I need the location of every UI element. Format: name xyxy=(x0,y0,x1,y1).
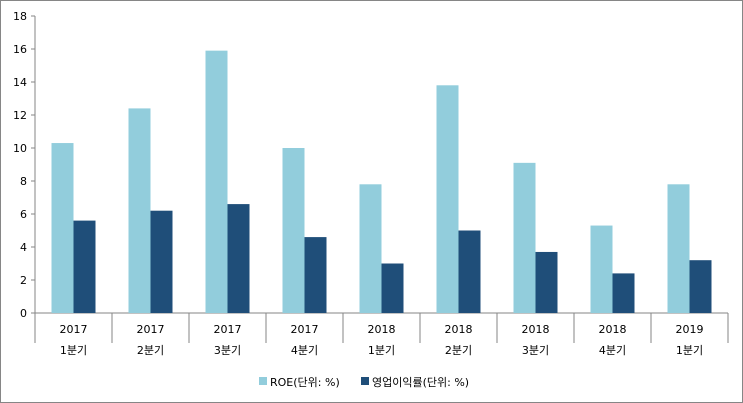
x-tick-label-year: 2017 xyxy=(137,323,165,336)
bar-operating-margin xyxy=(689,260,712,313)
y-tick-label: 0 xyxy=(20,307,27,320)
legend-swatch xyxy=(361,377,369,385)
x-tick-label-quarter: 3분기 xyxy=(214,344,241,357)
x-tick-label-year: 2018 xyxy=(522,323,550,336)
x-tick-label-year: 2019 xyxy=(676,323,704,336)
x-tick-label-quarter: 4분기 xyxy=(599,344,626,357)
x-tick-label-quarter: 2분기 xyxy=(137,344,164,357)
x-tick-label-year: 2017 xyxy=(214,323,242,336)
y-tick-label: 8 xyxy=(20,175,27,188)
x-tick-label-quarter: 3분기 xyxy=(522,344,549,357)
bar-roe xyxy=(282,148,305,313)
bar-roe xyxy=(359,184,382,313)
y-tick-label: 14 xyxy=(13,76,27,89)
legend-label: 영업이익률(단위: %) xyxy=(372,376,469,389)
x-tick-label-quarter: 1분기 xyxy=(60,344,87,357)
x-tick-label-year: 2018 xyxy=(445,323,473,336)
bar-operating-margin xyxy=(227,204,250,313)
y-tick-label: 10 xyxy=(13,142,27,155)
bar-roe xyxy=(667,184,690,313)
bar-roe xyxy=(590,225,613,313)
bar-roe xyxy=(436,85,459,313)
legend-label: ROE(단위: %) xyxy=(270,376,340,389)
y-tick-label: 16 xyxy=(13,43,27,56)
y-tick-label: 12 xyxy=(13,109,27,122)
y-tick-label: 6 xyxy=(20,208,27,221)
bar-operating-margin xyxy=(612,273,635,313)
bar-roe xyxy=(205,50,228,314)
y-tick-label: 2 xyxy=(20,274,27,287)
bar-operating-margin xyxy=(304,237,327,313)
bar-operating-margin xyxy=(381,263,404,313)
bar-roe xyxy=(513,162,536,313)
x-tick-label-year: 2017 xyxy=(60,323,88,336)
x-tick-label-year: 2018 xyxy=(599,323,627,336)
x-tick-label-year: 2018 xyxy=(368,323,396,336)
x-tick-label-quarter: 1분기 xyxy=(368,344,395,357)
x-tick-label-year: 2017 xyxy=(291,323,319,336)
bar-operating-margin xyxy=(535,251,558,313)
bar-operating-margin xyxy=(73,220,96,313)
bar-operating-margin xyxy=(150,210,173,313)
x-tick-label-quarter: 2분기 xyxy=(445,344,472,357)
bar-operating-margin xyxy=(458,230,481,313)
bar-roe xyxy=(128,108,151,314)
legend-swatch xyxy=(259,377,267,385)
x-tick-label-quarter: 4분기 xyxy=(291,344,318,357)
bar-roe xyxy=(51,143,74,313)
y-tick-label: 4 xyxy=(20,241,27,254)
x-tick-label-quarter: 1분기 xyxy=(676,344,703,357)
y-tick-label: 18 xyxy=(13,10,27,23)
